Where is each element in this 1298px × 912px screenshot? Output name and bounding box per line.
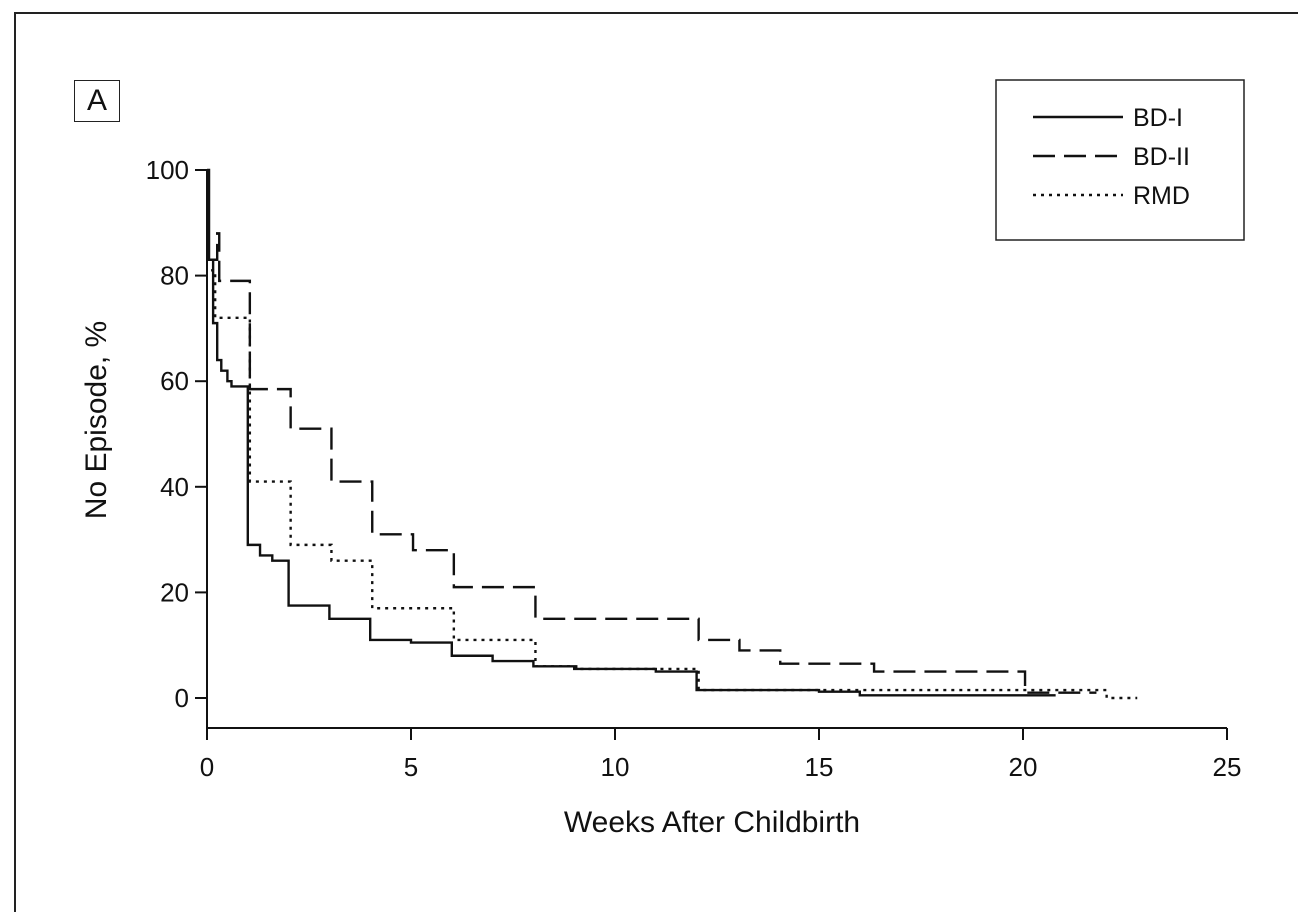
x-tick-label: 0 bbox=[200, 752, 214, 782]
legend-label-bd-i: BD-I bbox=[1133, 104, 1183, 132]
x-tick-label: 25 bbox=[1213, 752, 1242, 782]
y-tick-label: 40 bbox=[160, 472, 189, 502]
x-tick-label: 5 bbox=[404, 752, 418, 782]
y-tick-label: 20 bbox=[160, 577, 189, 607]
series-line-rmd bbox=[211, 269, 1138, 700]
legend-label-rmd: RMD bbox=[1133, 182, 1190, 210]
x-tick-label: 15 bbox=[805, 752, 834, 782]
y-tick-label: 100 bbox=[146, 155, 189, 185]
axes: 0 20 40 60 80 100 0 5 10 15 20 25 bbox=[146, 155, 1242, 782]
series-line-bd-ii bbox=[211, 232, 1097, 694]
survival-chart: 0 20 40 60 80 100 0 5 10 15 20 25 BD-I BD-II RMD Week… bbox=[80, 79, 1245, 839]
y-tick-label: 80 bbox=[160, 261, 189, 291]
panel-label: A bbox=[74, 80, 120, 122]
y-tick-label: 60 bbox=[160, 366, 189, 396]
legend-label-bd-ii: BD-II bbox=[1133, 143, 1190, 171]
x-tick-label: 20 bbox=[1009, 752, 1038, 782]
y-tick-label: 0 bbox=[175, 683, 189, 713]
figure-frame bbox=[14, 12, 1298, 912]
series-line-bd-i bbox=[207, 168, 1056, 697]
legend: BD-I BD-II RMD bbox=[995, 79, 1245, 241]
legend-box bbox=[995, 79, 1245, 241]
x-axis-title: Weeks After Childbirth bbox=[564, 806, 860, 839]
x-tick-label: 10 bbox=[601, 752, 630, 782]
y-axis-title: No Episode, % bbox=[80, 321, 113, 519]
series-layer bbox=[207, 168, 1138, 700]
